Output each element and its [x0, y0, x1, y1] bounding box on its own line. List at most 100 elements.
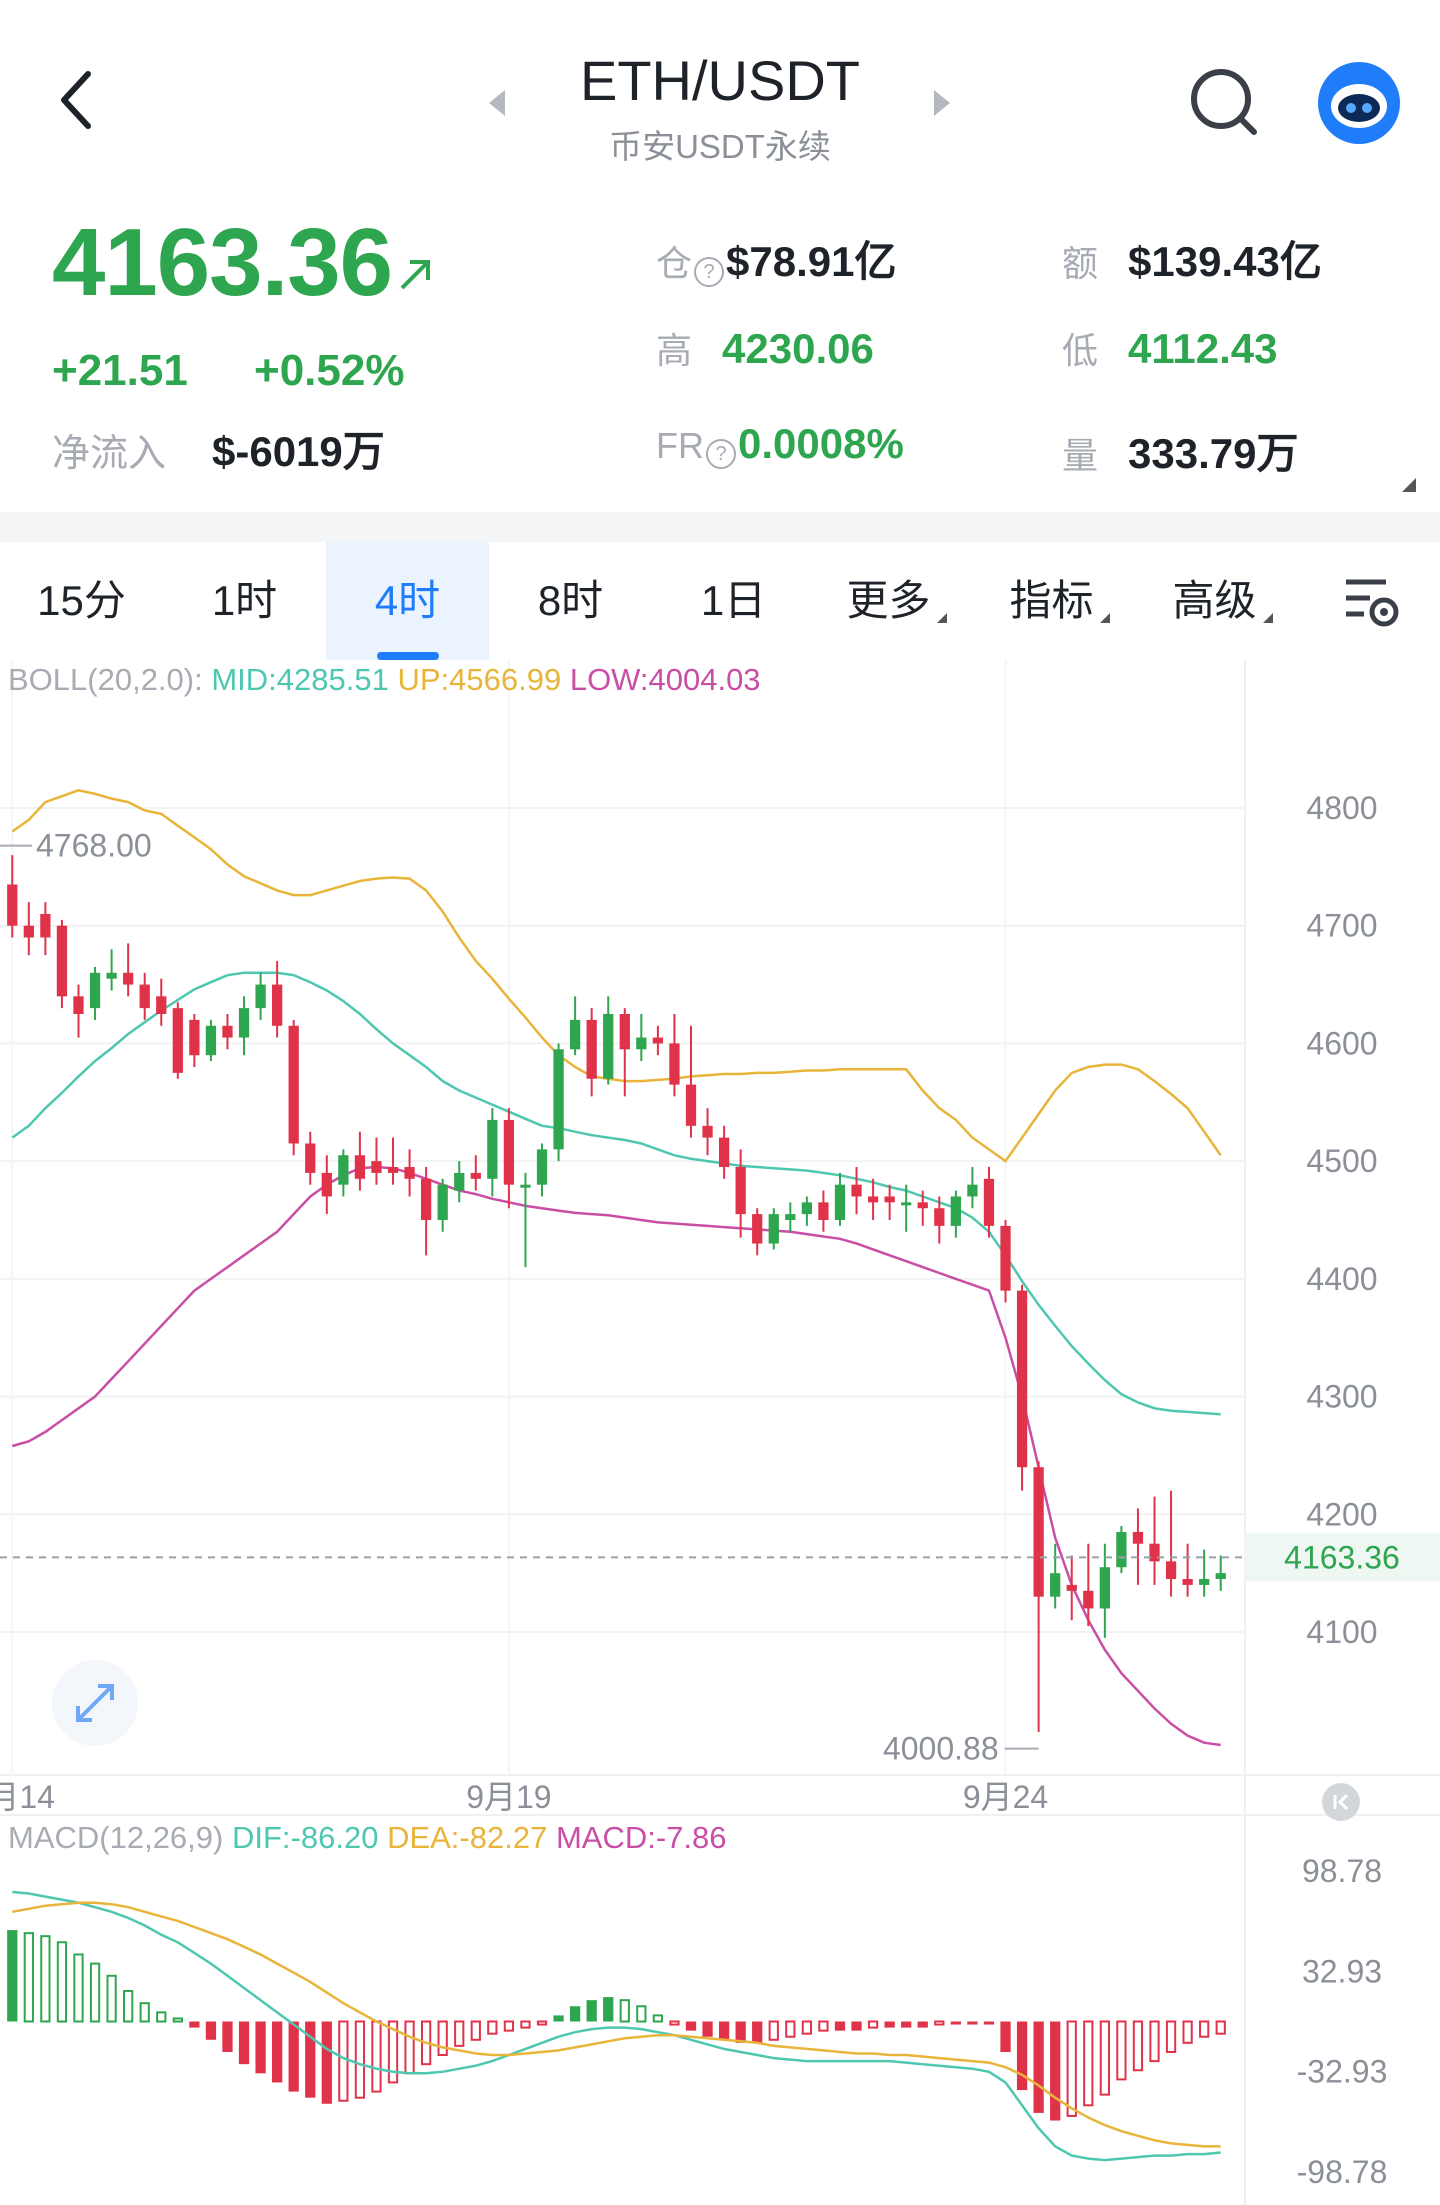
macd-histogram-bar [619, 1999, 630, 2023]
open-interest-stat: 仓? $78.91亿 [656, 228, 896, 289]
candle-body [586, 1019, 597, 1079]
macd-histogram-bar [321, 2021, 332, 2104]
candle-body [619, 1014, 630, 1050]
macd-histogram-bar [454, 2020, 465, 2047]
section-divider [0, 512, 1440, 542]
candle-body [702, 1125, 713, 1138]
expand-stats-triangle-icon[interactable] [1402, 478, 1416, 492]
candle-body [321, 1172, 332, 1197]
candle-body [884, 1196, 895, 1203]
macd-histogram-bar [867, 2020, 879, 2029]
search-icon[interactable] [1188, 66, 1260, 138]
macd-legend: MACD(12,26,9) DIF:-86.20 DEA:-82.27 MACD… [8, 1820, 727, 1856]
max-price-label: 4768.00 [36, 828, 152, 864]
candle-body [205, 1025, 217, 1056]
candle-body [354, 1155, 366, 1179]
candle-body [172, 1008, 183, 1073]
candle-body [1116, 1531, 1127, 1568]
candle-body [255, 984, 266, 1009]
back-icon[interactable] [58, 70, 98, 130]
macd-histogram-bar [685, 2021, 697, 2031]
macd-histogram-bar [387, 2020, 399, 2084]
candle-body [950, 1196, 961, 1226]
macd-histogram-bar [1215, 2020, 1226, 2035]
candle-body [139, 984, 150, 1009]
candle-body [785, 1214, 796, 1220]
tab-indicators[interactable]: 指标 [978, 542, 1141, 660]
macd-histogram-bar [569, 2006, 581, 2022]
candle-body [934, 1208, 945, 1226]
question-icon[interactable]: ? [706, 438, 736, 469]
tab-label: 8时 [537, 577, 604, 624]
candle-body [735, 1167, 746, 1215]
tab-advanced[interactable]: 高级 [1141, 542, 1304, 660]
macd-histogram-bar [1165, 2020, 1177, 2053]
candle-body [752, 1214, 763, 1244]
candle-body [454, 1172, 465, 1191]
macd-histogram-bar [834, 2021, 846, 2031]
candle-body [1182, 1579, 1193, 1585]
macd-histogram-bar [1050, 2021, 1061, 2121]
candle-body [669, 1043, 680, 1085]
candle-body [1033, 1467, 1044, 1597]
macd-histogram-bar [238, 2021, 250, 2065]
tab-label: 15分 [37, 577, 126, 624]
high-stat: 高 4230.06 [656, 322, 874, 374]
macd-histogram-bar [669, 2020, 680, 2026]
tab-8h[interactable]: 8时 [489, 542, 652, 660]
macd-histogram-bar [884, 2021, 895, 2028]
chart-settings-icon[interactable] [1342, 574, 1402, 630]
tab-more[interactable]: 更多 [815, 542, 978, 660]
scroll-to-latest-button[interactable] [1322, 1783, 1360, 1821]
question-icon[interactable]: ? [694, 256, 725, 287]
next-arrow-icon[interactable] [932, 88, 952, 118]
kline-chart[interactable]: 4800 4700 4600 4500 4400 4300 4200 4100 9月14 9月19… [0, 660, 1440, 2205]
high-label: 高 [656, 330, 693, 371]
avatar-icon[interactable] [1318, 62, 1400, 144]
tab-1h[interactable]: 1时 [163, 542, 326, 660]
macd-histogram-bar [371, 2020, 382, 2093]
macd-histogram-bar [1083, 2020, 1094, 2107]
candle-body [603, 1014, 614, 1079]
candle-body [222, 1025, 233, 1038]
boll-legend-name: BOLL(20,2.0): [8, 662, 203, 697]
turnover-value: $139.43亿 [1128, 238, 1322, 285]
pair-title[interactable]: ETH/USDT [580, 49, 860, 112]
macd-histogram-bar [718, 2021, 730, 2040]
price-change-abs: +21.51 [52, 346, 188, 395]
macd-tick-label: -32.93 [1297, 2054, 1388, 2090]
macd-histogram-bar [437, 2020, 448, 2057]
tab-15m[interactable]: 15分 [0, 542, 163, 660]
candle-body [1132, 1531, 1144, 1544]
macd-histogram-bar [272, 2021, 283, 2083]
tab-label: 指标 [1009, 577, 1094, 624]
tab-label: 1日 [700, 577, 767, 624]
macd-histogram-bar [23, 1932, 34, 2023]
macd-histogram-bar [222, 2021, 233, 2052]
macd-legend-dea: DEA:-82.27 [387, 1820, 548, 1855]
prev-arrow-icon[interactable] [487, 88, 507, 118]
low-value: 4112.43 [1128, 325, 1278, 372]
low-label: 低 [1062, 330, 1099, 371]
fullscreen-button[interactable] [52, 1660, 138, 1746]
candle-body [536, 1149, 548, 1185]
candle-body [718, 1137, 730, 1168]
macd-histogram-bar [106, 1974, 117, 2023]
netflow-value: $-6019万 [212, 428, 385, 475]
macd-histogram-bar [255, 2021, 266, 2074]
candle-body [1215, 1573, 1226, 1580]
tab-1d[interactable]: 1日 [652, 542, 815, 660]
price-tick-label: 4200 [1306, 1496, 1377, 1532]
macd-histogram-bar [917, 2021, 928, 2028]
tab-4h[interactable]: 4时 [326, 542, 489, 660]
open-interest-label: 仓 [656, 243, 693, 284]
high-value: 4230.06 [722, 325, 874, 372]
candle-body [834, 1184, 846, 1220]
candle-body [437, 1184, 448, 1220]
candle-body [917, 1202, 928, 1209]
macd-histogram-bar [288, 2021, 299, 2092]
candle-body [238, 1008, 250, 1038]
candle-body [89, 972, 101, 1009]
macd-histogram-bar [123, 1990, 134, 2023]
macd-histogram-bar [735, 2021, 746, 2043]
